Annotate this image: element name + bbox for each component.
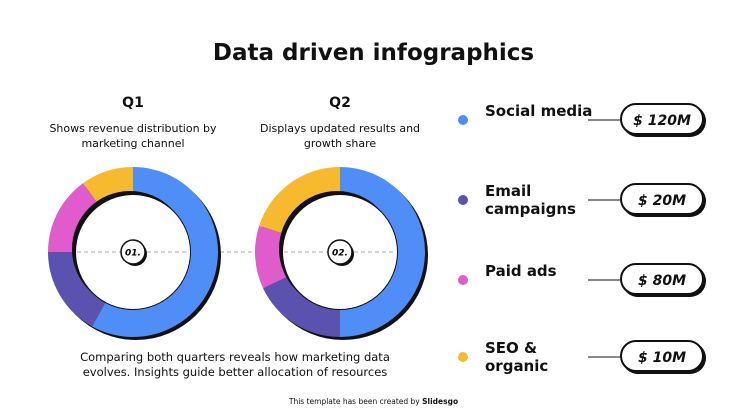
donut-segment <box>92 167 219 337</box>
donut-segment <box>263 276 340 337</box>
legend-name: Social media <box>485 102 593 120</box>
legend-dot <box>458 195 468 205</box>
legend-name: Email campaigns <box>485 182 576 218</box>
legend-dot <box>458 275 468 285</box>
center-badge <box>327 239 353 265</box>
donut-segment <box>48 183 99 252</box>
legend-amount: $ 120M <box>620 103 704 135</box>
title: Data driven infographics <box>212 40 535 66</box>
center-badge <box>120 239 146 265</box>
donut-segment <box>254 225 288 289</box>
chart-subtitle: Shows revenue distribution by marketing … <box>49 122 217 150</box>
chart-title: Q2 <box>329 95 351 111</box>
legend-amount: $ 10M <box>620 340 704 372</box>
footer-brand: Slidesgo <box>422 397 459 406</box>
chart-subtitle: Displays updated results and growth shar… <box>259 122 421 150</box>
legend-amount: $ 20M <box>620 183 704 215</box>
center-label: 02. <box>332 249 348 259</box>
donut-segment <box>47 252 106 327</box>
legend-name: Paid ads <box>485 262 557 280</box>
donut-segment <box>83 167 133 206</box>
donut-segment <box>340 167 425 337</box>
legend-dot <box>458 352 468 362</box>
legend-amount: $ 80M <box>620 263 704 295</box>
chart-title: Q1 <box>122 95 144 111</box>
legend-dot <box>458 115 468 125</box>
footer: This template has been created by Slides… <box>0 397 747 406</box>
donut-segment <box>259 167 340 235</box>
legend-name: SEO & organic <box>485 339 549 375</box>
footer-text: This template has been created by <box>288 397 420 406</box>
center-label: 01. <box>125 249 141 259</box>
summary: Comparing both quarters reveals how mark… <box>80 350 390 379</box>
